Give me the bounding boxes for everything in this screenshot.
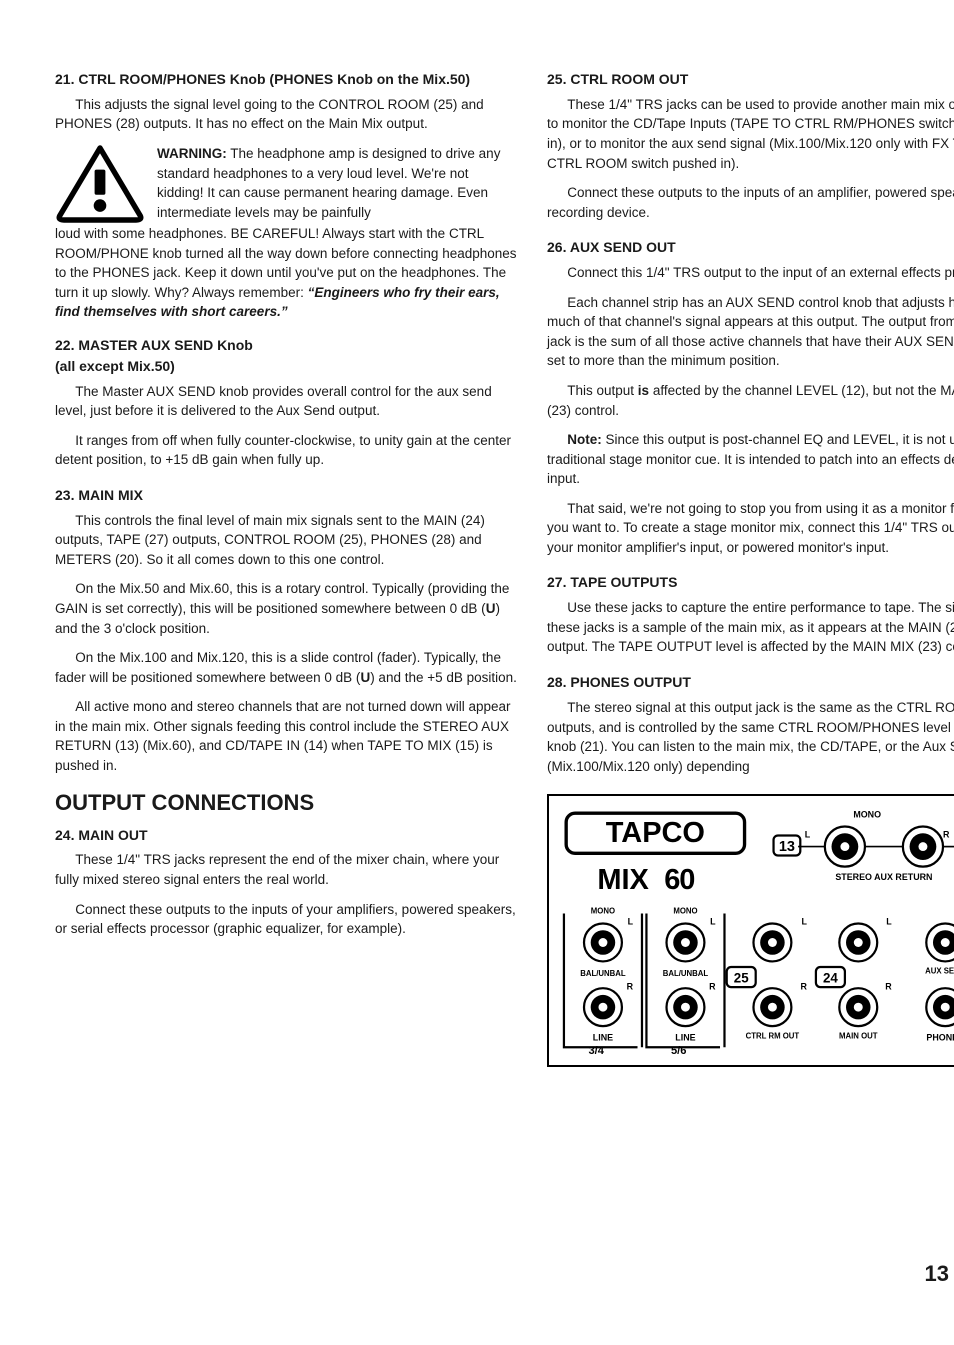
svg-text:25: 25 [734, 971, 749, 986]
svg-text:LINE: LINE [593, 1033, 613, 1043]
svg-text:CTRL RM OUT: CTRL RM OUT [746, 1032, 800, 1041]
svg-text:MONO: MONO [853, 810, 881, 820]
heading-28: 28. PHONES OUTPUT [547, 673, 954, 692]
svg-text:R: R [709, 981, 716, 991]
svg-text:3/4: 3/4 [588, 1045, 604, 1057]
warning-text: WARNING: The headphone amp is designed t… [157, 144, 517, 224]
warning-block: WARNING: The headphone amp is designed t… [55, 144, 517, 224]
svg-text:L: L [886, 917, 892, 927]
svg-text:R: R [943, 830, 950, 840]
diagram-model-b: 60 [664, 864, 694, 896]
svg-text:R: R [801, 981, 808, 991]
svg-text:24: 24 [823, 971, 838, 986]
jack-icon [825, 827, 865, 867]
para-22-1: The Master AUX SEND knob provides overal… [55, 382, 517, 421]
para-28-1: The stereo signal at this output jack is… [547, 698, 954, 776]
svg-text:MONO: MONO [673, 907, 697, 916]
para-23-2: On the Mix.50 and Mix.60, this is a rota… [55, 579, 517, 638]
heading-23: 23. MAIN MIX [55, 486, 517, 505]
heading-24: 24. MAIN OUT [55, 826, 517, 845]
svg-text:BAL/UNBAL: BAL/UNBAL [580, 969, 626, 978]
svg-text:R: R [885, 981, 892, 991]
svg-text:5/6: 5/6 [671, 1045, 686, 1057]
para-25-2: Connect these outputs to the inputs of a… [547, 183, 954, 222]
svg-text:BAL/UNBAL: BAL/UNBAL [663, 969, 709, 978]
para-27-1: Use these jacks to capture the entire pe… [547, 598, 954, 657]
svg-text:MONO: MONO [591, 907, 615, 916]
right-column: 25. CTRL ROOM OUT These 1/4" TRS jacks c… [547, 70, 954, 1067]
para-26-4: Note: Since this output is post-channel … [547, 430, 954, 489]
svg-text:L: L [805, 830, 811, 840]
heading-25: 25. CTRL ROOM OUT [547, 70, 954, 89]
left-column: 21. CTRL ROOM/PHONES Knob (PHONES Knob o… [55, 70, 517, 1067]
para-23-3: On the Mix.100 and Mix.120, this is a sl… [55, 648, 517, 687]
para-26-5: That said, we're not going to stop you f… [547, 499, 954, 558]
para-24-2: Connect these outputs to the inputs of y… [55, 900, 517, 939]
para-23-1: This controls the final level of main mi… [55, 511, 517, 570]
para-21-1: This adjusts the signal level going to t… [55, 95, 517, 134]
connector-diagram: TAPCO MIX 60 MONO L R 13 [547, 794, 954, 1066]
para-26-1: Connect this 1/4" TRS output to the inpu… [547, 263, 954, 283]
svg-text:L: L [802, 917, 808, 927]
heading-27: 27. TAPE OUTPUTS [547, 573, 954, 592]
heading-22b: (all except Mix.50) [55, 357, 517, 376]
svg-text:AUX SEND: AUX SEND [925, 967, 954, 976]
jack-icon [903, 827, 943, 867]
svg-text:L: L [710, 917, 716, 927]
svg-text:R: R [627, 981, 634, 991]
warning-icon [55, 144, 145, 224]
svg-text:PHONES: PHONES [926, 1033, 954, 1043]
svg-text:MAIN OUT: MAIN OUT [839, 1032, 878, 1041]
para-21-cont: loud with some headphones. BE CAREFUL! A… [55, 224, 517, 322]
page-number: 13 [925, 1261, 949, 1287]
heading-21: 21. CTRL ROOM/PHONES Knob (PHONES Knob o… [55, 70, 517, 89]
diagram-brand: TAPCO [606, 817, 705, 849]
heading-22a: 22. MASTER AUX SEND Knob [55, 336, 517, 355]
para-24-1: These 1/4" TRS jacks represent the end o… [55, 850, 517, 889]
para-26-3: This output is affected by the channel L… [547, 381, 954, 420]
svg-text:L: L [628, 917, 634, 927]
svg-text:STEREO AUX RETURN: STEREO AUX RETURN [835, 872, 932, 882]
para-23-4: All active mono and stereo channels that… [55, 697, 517, 775]
warning-label: WARNING: [157, 146, 227, 161]
output-connections-heading: OUTPUT CONNECTIONS [55, 790, 517, 816]
para-25-1: These 1/4" TRS jacks can be used to prov… [547, 95, 954, 173]
para-22-2: It ranges from off when fully counter-cl… [55, 431, 517, 470]
svg-text:13: 13 [779, 839, 795, 855]
heading-26: 26. AUX SEND OUT [547, 238, 954, 257]
diagram-model-a: MIX [597, 864, 649, 896]
svg-text:LINE: LINE [675, 1033, 695, 1043]
para-26-2: Each channel strip has an AUX SEND contr… [547, 293, 954, 371]
